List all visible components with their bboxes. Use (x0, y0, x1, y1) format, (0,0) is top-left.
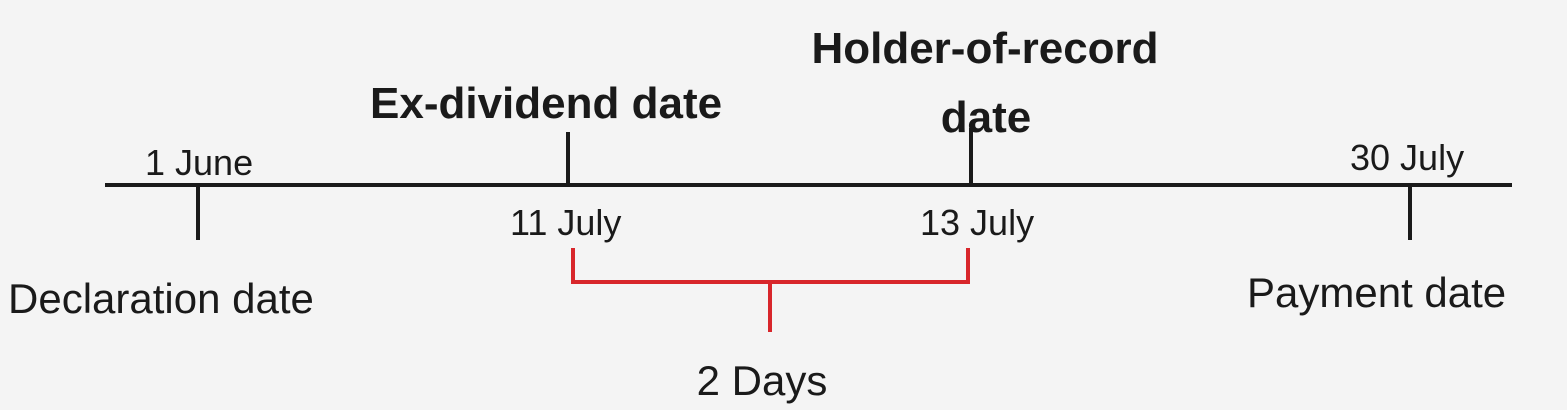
label-holder-of-record-line1: Holder-of-record (811, 24, 1159, 73)
date-ex-dividend: 11 July (510, 202, 622, 243)
interval-label: 2 Days (696, 357, 828, 404)
label-declaration: Declaration date (8, 275, 314, 322)
date-declaration: 1 June (145, 142, 254, 183)
date-holder-of-record: 13 July (920, 202, 1035, 243)
interval-brace (571, 248, 970, 332)
date-payment: 30 July (1350, 137, 1465, 178)
label-payment: Payment date (1247, 269, 1507, 316)
label-holder-of-record-line2: date (940, 93, 1032, 142)
label-ex-dividend: Ex-dividend date (370, 79, 723, 128)
